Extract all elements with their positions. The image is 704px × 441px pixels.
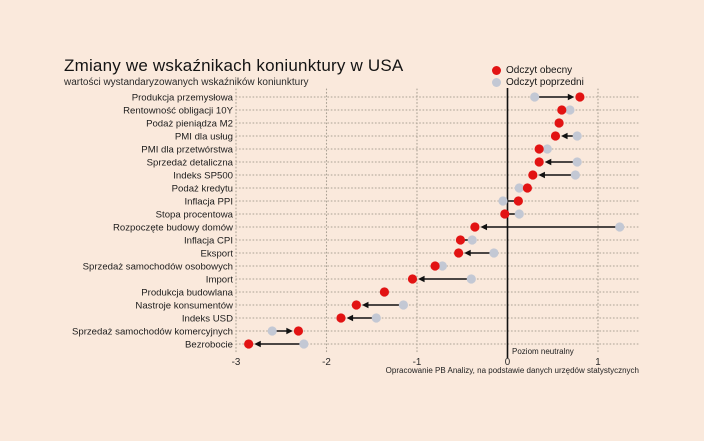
point-previous bbox=[514, 183, 524, 193]
legend-item-previous: Odczyt poprzedni bbox=[492, 76, 584, 88]
point-previous bbox=[615, 222, 625, 232]
point-current bbox=[430, 261, 440, 271]
point-previous bbox=[498, 196, 508, 206]
neutral-level-label: Poziom neutralny bbox=[512, 347, 574, 356]
change-arrow-head bbox=[464, 249, 471, 257]
category-label: Sprzedaż detaliczna bbox=[147, 157, 234, 168]
point-current bbox=[455, 235, 466, 245]
legend-previous-label: Odczyt poprzedni bbox=[506, 76, 584, 88]
legend-item-current: Odczyt obecny bbox=[492, 64, 584, 76]
change-arrow-head bbox=[418, 275, 425, 283]
legend: Odczyt obecny Odczyt poprzedni bbox=[492, 64, 584, 88]
x-tick-label: -1 bbox=[413, 357, 422, 368]
category-label: Rozpoczęte budowy domów bbox=[113, 222, 233, 233]
point-current bbox=[528, 170, 538, 180]
point-current bbox=[351, 300, 361, 310]
point-current bbox=[522, 183, 533, 193]
source-note: Opracowanie PB Analizy, na podstawie dan… bbox=[385, 366, 639, 375]
category-label: Indeks USD bbox=[182, 313, 233, 324]
point-previous bbox=[542, 144, 552, 154]
category-label: Stopa procentowa bbox=[156, 209, 234, 220]
point-current bbox=[293, 326, 304, 336]
point-current bbox=[534, 144, 544, 154]
point-current bbox=[513, 196, 523, 206]
point-previous bbox=[530, 92, 540, 102]
point-current bbox=[379, 287, 390, 297]
category-label: Nastroje konsumentów bbox=[135, 300, 233, 311]
x-tick-label: 1 bbox=[595, 357, 600, 368]
category-label: Eksport bbox=[200, 248, 233, 259]
category-label: Rentowność obligacji 10Y bbox=[123, 105, 233, 116]
point-previous bbox=[299, 339, 309, 349]
change-arrow-head bbox=[286, 327, 293, 335]
point-current bbox=[557, 105, 567, 115]
point-previous bbox=[437, 261, 447, 271]
point-current bbox=[534, 157, 544, 167]
point-previous bbox=[572, 131, 582, 141]
category-label: Bezrobocie bbox=[185, 339, 233, 350]
category-label: PMI dla przetwórstwa bbox=[141, 144, 233, 155]
change-arrow-head bbox=[544, 158, 552, 166]
point-current bbox=[244, 339, 254, 349]
point-previous bbox=[398, 300, 409, 310]
chart-subtitle: wartości wystandaryzowanych wskaźników k… bbox=[64, 77, 309, 88]
change-arrow-head bbox=[561, 132, 568, 140]
change-arrow-head bbox=[480, 223, 488, 231]
category-label: Podaż kredytu bbox=[172, 183, 233, 194]
change-arrow-head bbox=[567, 93, 575, 101]
point-previous bbox=[572, 157, 582, 167]
point-previous bbox=[489, 248, 499, 258]
change-arrow-head bbox=[254, 340, 261, 348]
category-label: Sprzedaż samochodów osobowych bbox=[83, 261, 233, 272]
category-label: Indeks SP500 bbox=[173, 170, 233, 181]
point-current bbox=[500, 209, 510, 219]
point-previous bbox=[467, 235, 477, 245]
current-reading-dot-icon bbox=[492, 65, 501, 75]
point-previous bbox=[466, 274, 476, 284]
point-current bbox=[550, 131, 561, 141]
legend-current-label: Odczyt obecny bbox=[506, 64, 573, 76]
category-label: Podaż pieniądza M2 bbox=[146, 118, 233, 129]
point-current bbox=[336, 313, 346, 323]
x-tick-label: -2 bbox=[322, 357, 331, 368]
point-current bbox=[407, 274, 418, 284]
point-previous bbox=[514, 209, 524, 219]
category-label: Produkcja przemysłowa bbox=[132, 92, 234, 103]
category-label: Produkcja budowlana bbox=[141, 287, 233, 298]
point-previous bbox=[565, 105, 575, 115]
change-arrow-head bbox=[538, 171, 545, 179]
point-current bbox=[470, 222, 480, 232]
point-current bbox=[554, 118, 564, 128]
category-label: Import bbox=[206, 274, 234, 285]
category-label: Sprzedaż samochodów komercyjnych bbox=[72, 326, 233, 337]
point-current bbox=[454, 248, 464, 258]
category-label: Inflacja CPI bbox=[184, 235, 233, 246]
previous-reading-dot-icon bbox=[492, 77, 501, 87]
point-previous bbox=[267, 326, 277, 336]
chart-title: Zmiany we wskaźnikach koniunktury w USA bbox=[64, 56, 404, 75]
point-current bbox=[575, 92, 585, 102]
point-previous bbox=[371, 313, 381, 323]
category-label: PMI dla usług bbox=[175, 131, 233, 142]
x-tick-label: -3 bbox=[232, 357, 241, 368]
x-tick-label: 0 bbox=[505, 357, 511, 368]
change-arrow-head bbox=[346, 314, 354, 322]
category-label: Inflacja PPI bbox=[184, 196, 233, 207]
change-arrow-head bbox=[361, 301, 369, 309]
point-previous bbox=[570, 170, 580, 180]
